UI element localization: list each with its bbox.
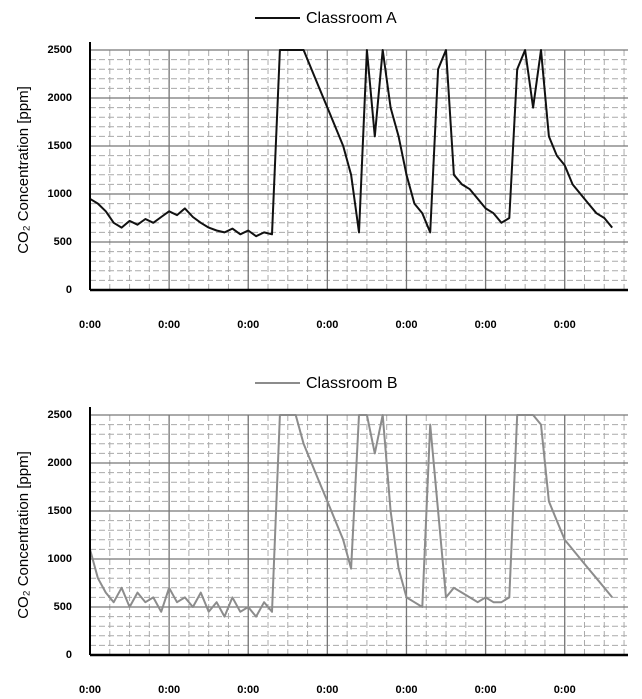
y-tick-label: 2500 [48,44,72,56]
y-tick-label: 1000 [48,188,72,200]
y-tick-label: 0 [66,649,72,661]
series-line [89,414,613,618]
y-tick-label: 1500 [48,505,72,517]
x-tick-label: 0:00 [316,319,338,331]
y-tick-label: 500 [54,601,72,613]
y-tick-label: 1000 [48,553,72,565]
y-axis-label: CO₂ Concentration [ppm] [15,86,32,254]
y-tick-label: 0 [66,284,72,296]
x-tick-label: 0:00 [395,684,417,696]
x-tick-label: 0:00 [316,684,338,696]
y-axis-label: CO₂ Concentration [ppm] [15,451,32,619]
x-tick-label: 0:00 [158,684,180,696]
x-tick-label: 0:00 [79,319,101,331]
x-tick-label: 0:00 [237,319,259,331]
y-tick-label: 1500 [48,140,72,152]
x-tick-label: 0:00 [475,684,497,696]
x-tick-label: 0:00 [554,684,576,696]
x-tick-label: 0:00 [475,319,497,331]
x-tick-label: 0:00 [395,319,417,331]
y-tick-label: 500 [54,236,72,248]
x-tick-label: 0:00 [79,684,101,696]
series-line [89,49,613,238]
x-tick-label: 0:00 [237,684,259,696]
legend-label: Classroom A [306,10,397,27]
x-tick-label: 0:00 [158,319,180,331]
legend-label: Classroom B [306,375,398,392]
y-tick-label: 2000 [48,92,72,104]
y-tick-label: 2500 [48,409,72,421]
x-tick-label: 0:00 [554,319,576,331]
y-tick-label: 2000 [48,457,72,469]
